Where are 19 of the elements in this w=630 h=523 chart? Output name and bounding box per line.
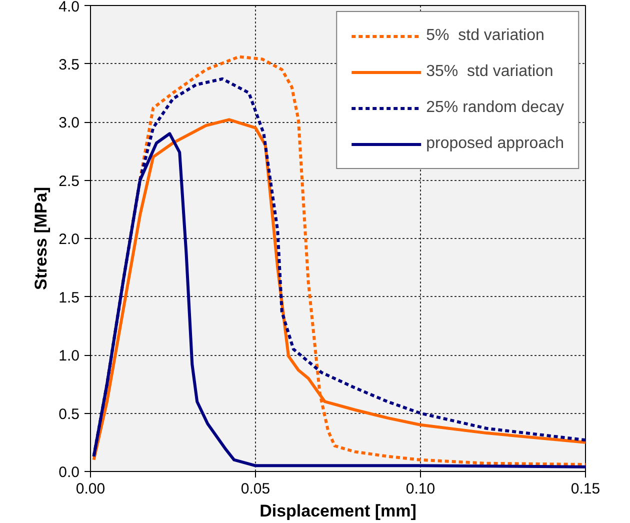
x-axis-title: Displacement [mm]: [260, 502, 416, 520]
x-tick-label: 0.15: [570, 480, 600, 498]
legend-label: 35% std variation: [426, 63, 554, 81]
y-tick-label: 2.5: [58, 172, 80, 190]
y-tick-label: 3.0: [58, 114, 80, 132]
legend-label: 5% std variation: [426, 27, 544, 45]
y-axis-title: Stress [MPa]: [32, 187, 51, 290]
x-tick-label: 0.10: [406, 480, 436, 498]
y-tick-label: 1.0: [58, 348, 80, 364]
y-tick-label: 0.5: [58, 406, 80, 423]
y-tick-label: 0.0: [58, 464, 80, 481]
y-tick-label: 4.0: [58, 0, 80, 16]
x-tick-label: 0.05: [240, 480, 270, 498]
legend-label: proposed approach: [426, 135, 564, 153]
y-tick-label: 3.5: [58, 56, 80, 74]
y-tick-label: 1.5: [58, 289, 80, 306]
y-tick-label: 2.0: [58, 231, 80, 248]
legend-label: 25% random decay: [426, 99, 564, 117]
x-tick-label: 0.00: [76, 480, 106, 498]
